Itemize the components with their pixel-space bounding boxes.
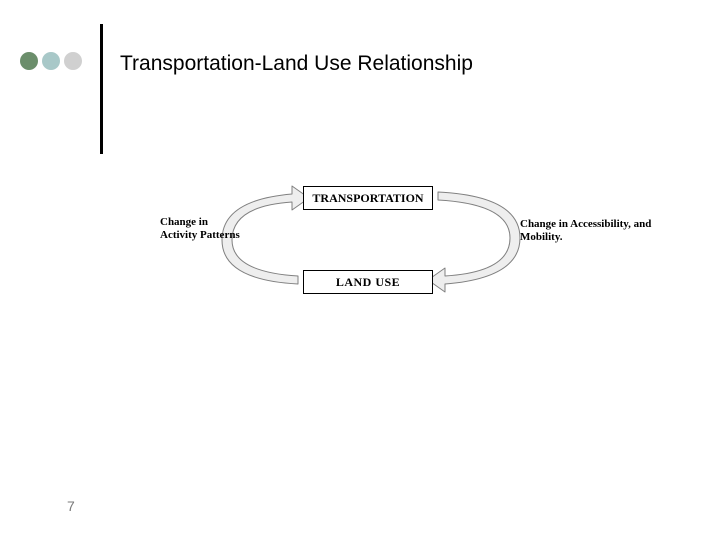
node-land-use: LAND USE — [303, 270, 433, 294]
diagram: TRANSPORTATION LAND USE Change in Activi… — [0, 0, 720, 540]
slide: Transportation-Land Use Relationship TRA… — [0, 0, 720, 540]
label-right: Change in Accessibility, and Mobility. — [520, 218, 660, 244]
node-transportation: TRANSPORTATION — [303, 186, 433, 210]
page-number: 7 — [67, 498, 75, 514]
arrow-right — [428, 192, 520, 292]
label-left: Change in Activity Patterns — [160, 216, 240, 242]
